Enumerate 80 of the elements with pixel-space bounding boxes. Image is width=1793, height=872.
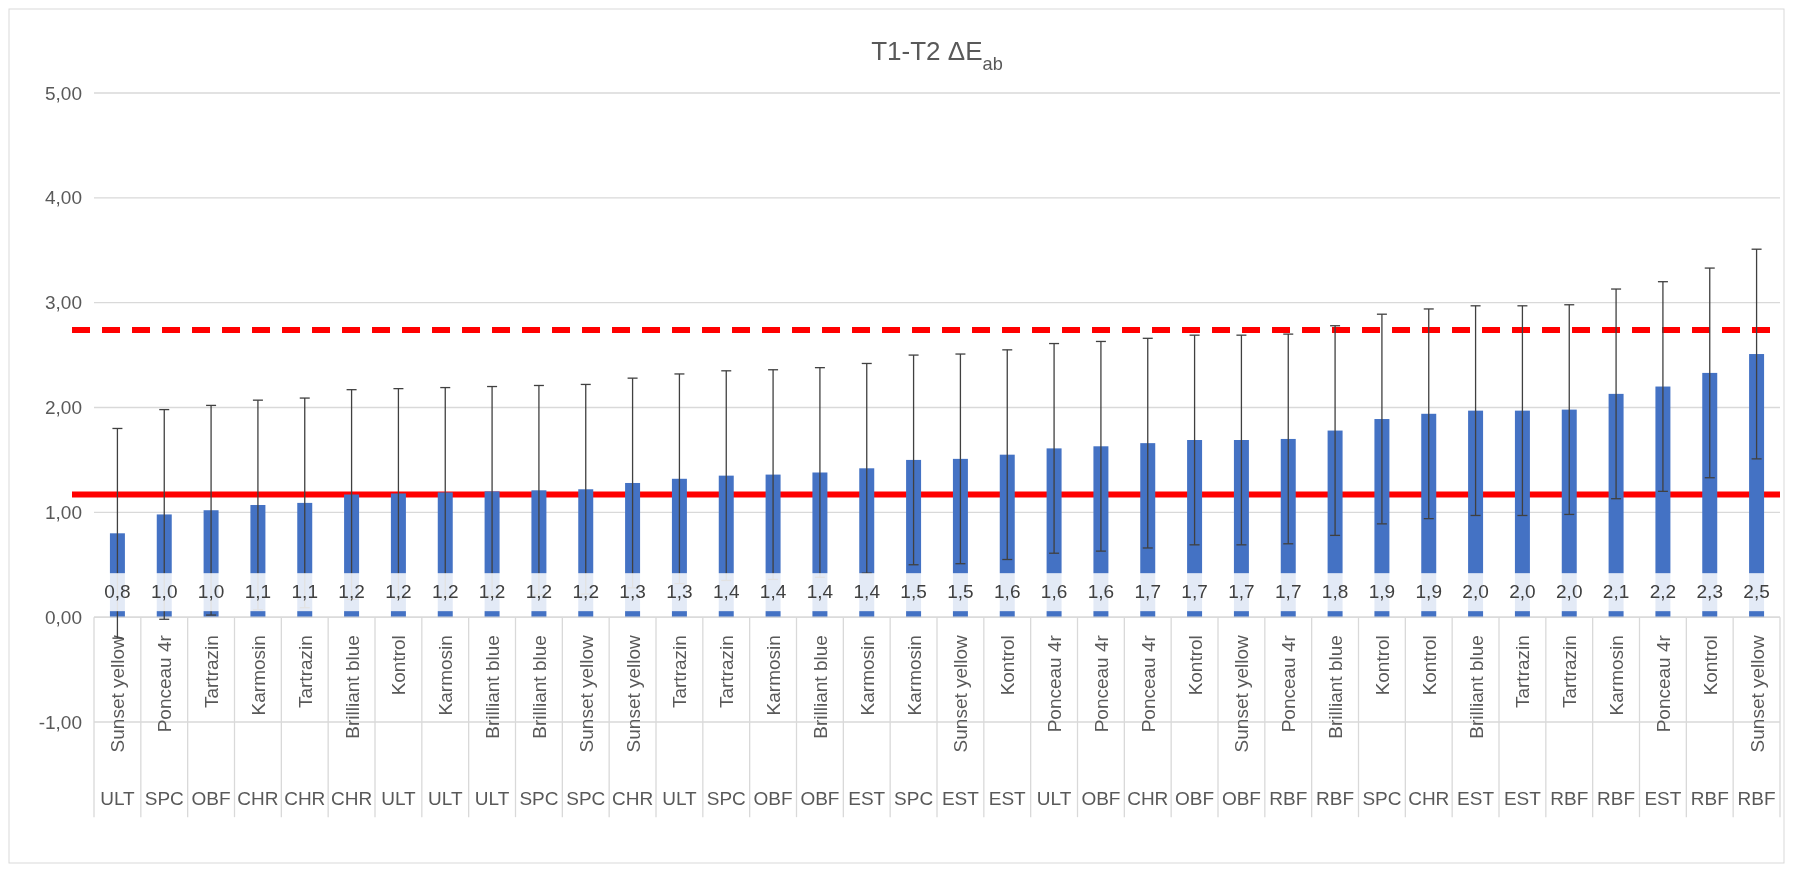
y-tick-label: -1,00 bbox=[38, 711, 82, 733]
data-label: 1,2 bbox=[572, 581, 599, 603]
data-label: 2,0 bbox=[1462, 581, 1489, 603]
data-label: 1,4 bbox=[806, 581, 834, 603]
category-label: Kontrol SPC bbox=[1362, 635, 1402, 810]
data-label: 2,0 bbox=[1556, 581, 1583, 603]
category-label: Sunset yellow OBF bbox=[1221, 635, 1261, 810]
category-label: Sunset yellow SPC bbox=[566, 635, 606, 810]
data-label: 1,2 bbox=[385, 581, 412, 603]
category-label: Kontrol ULT bbox=[381, 635, 416, 810]
category-label: Sunset yellow RBF bbox=[1737, 635, 1776, 810]
data-label: 1,7 bbox=[1275, 581, 1302, 603]
category-label: Brilliant blue CHR bbox=[331, 635, 373, 810]
category-label: Tartrazin RBF bbox=[1550, 635, 1589, 810]
y-tick-label: 4,00 bbox=[45, 187, 82, 209]
category-label: Karmosin SPC bbox=[894, 635, 934, 810]
category-label: Brilliant blue EST bbox=[1457, 635, 1495, 810]
data-label: 1,2 bbox=[338, 581, 365, 603]
y-tick-label: 2,00 bbox=[45, 397, 82, 419]
data-label: 1,9 bbox=[1368, 581, 1396, 603]
data-label: 1,6 bbox=[1040, 581, 1068, 603]
category-label: Ponceau 4r RBF bbox=[1269, 635, 1308, 810]
data-label: 1,2 bbox=[525, 581, 553, 603]
y-tick-label: 1,00 bbox=[45, 501, 82, 523]
data-label: 1,1 bbox=[244, 581, 272, 603]
category-label: Ponceau 4r OBF bbox=[1081, 635, 1121, 810]
category-label: Kontrol CHR bbox=[1408, 635, 1450, 810]
y-tick-label: 3,00 bbox=[45, 292, 82, 314]
category-label: Karmosin EST bbox=[848, 635, 886, 810]
category-label: Tartrazin OBF bbox=[191, 635, 231, 810]
category-label: Tartrazin ULT bbox=[662, 635, 697, 810]
category-label: Kontrol RBF bbox=[1690, 635, 1729, 810]
category-label: Ponceau 4r CHR bbox=[1127, 635, 1169, 810]
data-label: 2,5 bbox=[1743, 581, 1770, 603]
y-tick-label: 5,00 bbox=[45, 82, 82, 104]
data-label: 1,3 bbox=[619, 581, 646, 603]
category-label: Karmosin OBF bbox=[753, 635, 793, 810]
data-label: 1,2 bbox=[478, 581, 506, 603]
data-label: 1,8 bbox=[1321, 581, 1349, 603]
category-label: Ponceau 4r EST bbox=[1644, 635, 1682, 810]
data-label: 1,7 bbox=[1228, 581, 1255, 603]
data-label: 1,7 bbox=[1181, 581, 1208, 603]
category-label: Sunset yellow EST bbox=[941, 635, 979, 810]
data-label: 1,6 bbox=[1087, 581, 1115, 603]
data-label: 2,2 bbox=[1649, 581, 1677, 603]
data-label: 1,1 bbox=[291, 581, 318, 603]
category-label: Tartrazin SPC bbox=[706, 635, 746, 810]
data-label: 2,3 bbox=[1696, 581, 1723, 603]
data-label: 1,9 bbox=[1415, 581, 1442, 603]
data-label: 1,6 bbox=[994, 581, 1021, 603]
category-label: Kontrol EST bbox=[988, 635, 1026, 810]
category-label: Kontrol OBF bbox=[1175, 635, 1215, 810]
category-label: Tartrazin EST bbox=[1503, 635, 1541, 810]
data-label: 1,4 bbox=[853, 581, 881, 603]
data-label: 1,7 bbox=[1134, 581, 1161, 603]
chart-title: T1-T2 ΔE$_{ab}$ bbox=[871, 36, 1003, 74]
category-label: Karmosin ULT bbox=[428, 635, 463, 810]
data-label: 1,0 bbox=[151, 581, 178, 603]
category-label: Sunset yellow CHR bbox=[612, 635, 654, 810]
data-label: 1,4 bbox=[759, 581, 787, 603]
y-tick-label: 0,00 bbox=[45, 606, 82, 628]
category-label: Ponceau 4r ULT bbox=[1036, 635, 1072, 810]
data-label: 0,8 bbox=[104, 581, 131, 603]
category-label: Tartrazin CHR bbox=[284, 635, 326, 810]
data-label: 1,3 bbox=[666, 581, 693, 603]
data-label: 2,0 bbox=[1509, 581, 1536, 603]
data-label: 1,4 bbox=[713, 581, 740, 603]
data-label: 1,2 bbox=[432, 581, 459, 603]
category-label: Brilliant blue SPC bbox=[519, 635, 559, 810]
category-label: Ponceau 4r SPC bbox=[144, 635, 184, 810]
category-label: Sunset yellow ULT bbox=[100, 635, 135, 810]
category-label: Karmosin RBF bbox=[1597, 635, 1636, 810]
category-label: Brilliant blue ULT bbox=[474, 635, 510, 810]
category-label: Brilliant blue OBF bbox=[800, 635, 840, 810]
data-label: 2,1 bbox=[1602, 581, 1630, 603]
category-label: Brilliant blue RBF bbox=[1316, 635, 1355, 810]
data-label: 1,5 bbox=[900, 581, 927, 603]
data-label: 1,5 bbox=[947, 581, 974, 603]
data-label: 1,0 bbox=[197, 581, 225, 603]
category-label: Karmosin CHR bbox=[237, 635, 279, 810]
